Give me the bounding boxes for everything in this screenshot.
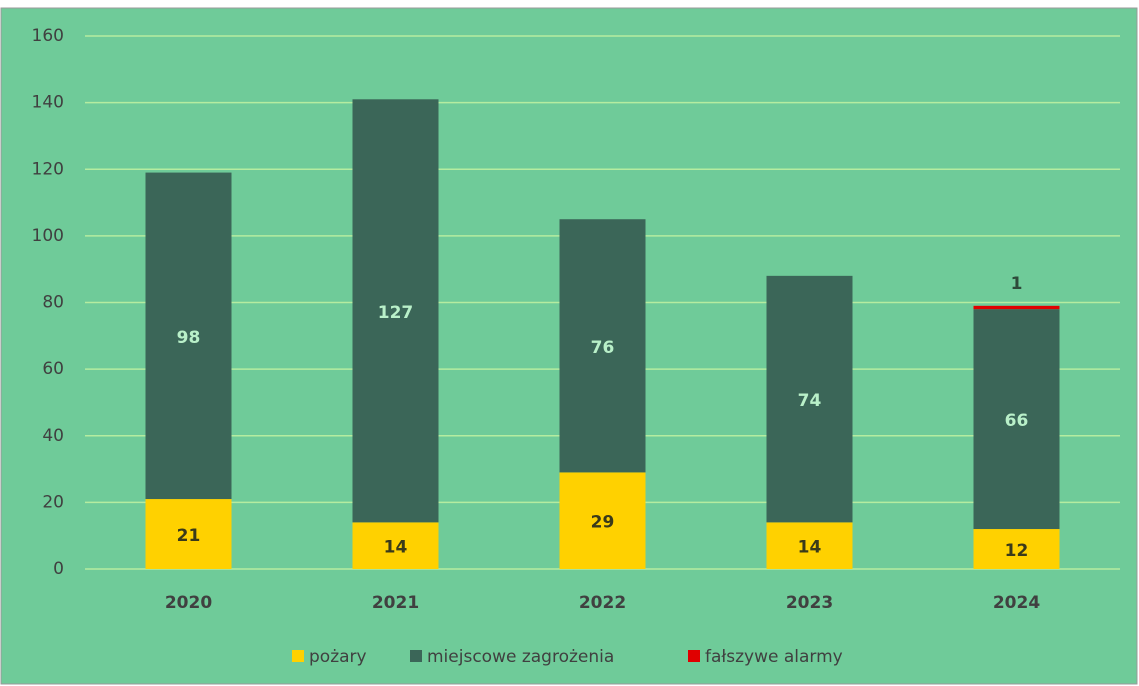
legend-swatch — [688, 650, 700, 662]
data-label: 12 — [1005, 541, 1029, 561]
bar-segment — [559, 472, 646, 569]
bar-segment — [145, 172, 232, 500]
y-tick-label: 160 — [32, 26, 64, 46]
data-label: 1 — [1011, 274, 1023, 294]
data-label: 14 — [384, 538, 408, 558]
data-label: 14 — [798, 538, 822, 558]
x-tick-label: 2024 — [993, 593, 1040, 613]
y-tick-label: 40 — [42, 426, 64, 446]
bar-segment — [352, 522, 439, 569]
x-tick-label: 2021 — [372, 593, 419, 613]
bar-segment — [145, 499, 232, 569]
data-label: 29 — [591, 513, 615, 533]
data-label: 127 — [378, 303, 414, 323]
bar-segment — [352, 99, 439, 523]
bar-segment — [766, 275, 853, 523]
data-label: 74 — [798, 391, 822, 411]
bar-segment — [973, 309, 1060, 530]
x-tick-label: 2020 — [165, 593, 212, 613]
legend-label: pożary — [309, 647, 367, 667]
data-label: 66 — [1005, 411, 1029, 431]
x-tick-label: 2023 — [786, 593, 833, 613]
legend-label: miejscowe zagrożenia — [427, 647, 614, 667]
legend-swatch — [292, 650, 304, 662]
y-tick-label: 20 — [42, 492, 64, 512]
bar-segment — [973, 305, 1060, 310]
legend-swatch — [410, 650, 422, 662]
data-label: 76 — [591, 338, 615, 358]
bar-segment — [973, 529, 1060, 569]
data-label: 21 — [177, 526, 201, 546]
y-tick-label: 0 — [53, 559, 64, 579]
y-tick-label: 120 — [32, 159, 64, 179]
y-tick-label: 140 — [32, 93, 64, 113]
data-label: 98 — [177, 328, 201, 348]
legend-label: fałszywe alarmy — [705, 647, 843, 667]
bar-segment — [559, 219, 646, 473]
y-tick-label: 60 — [42, 359, 64, 379]
bar-segment — [766, 522, 853, 569]
y-tick-label: 80 — [42, 293, 64, 313]
x-tick-label: 2022 — [579, 593, 626, 613]
y-tick-label: 100 — [32, 226, 64, 246]
